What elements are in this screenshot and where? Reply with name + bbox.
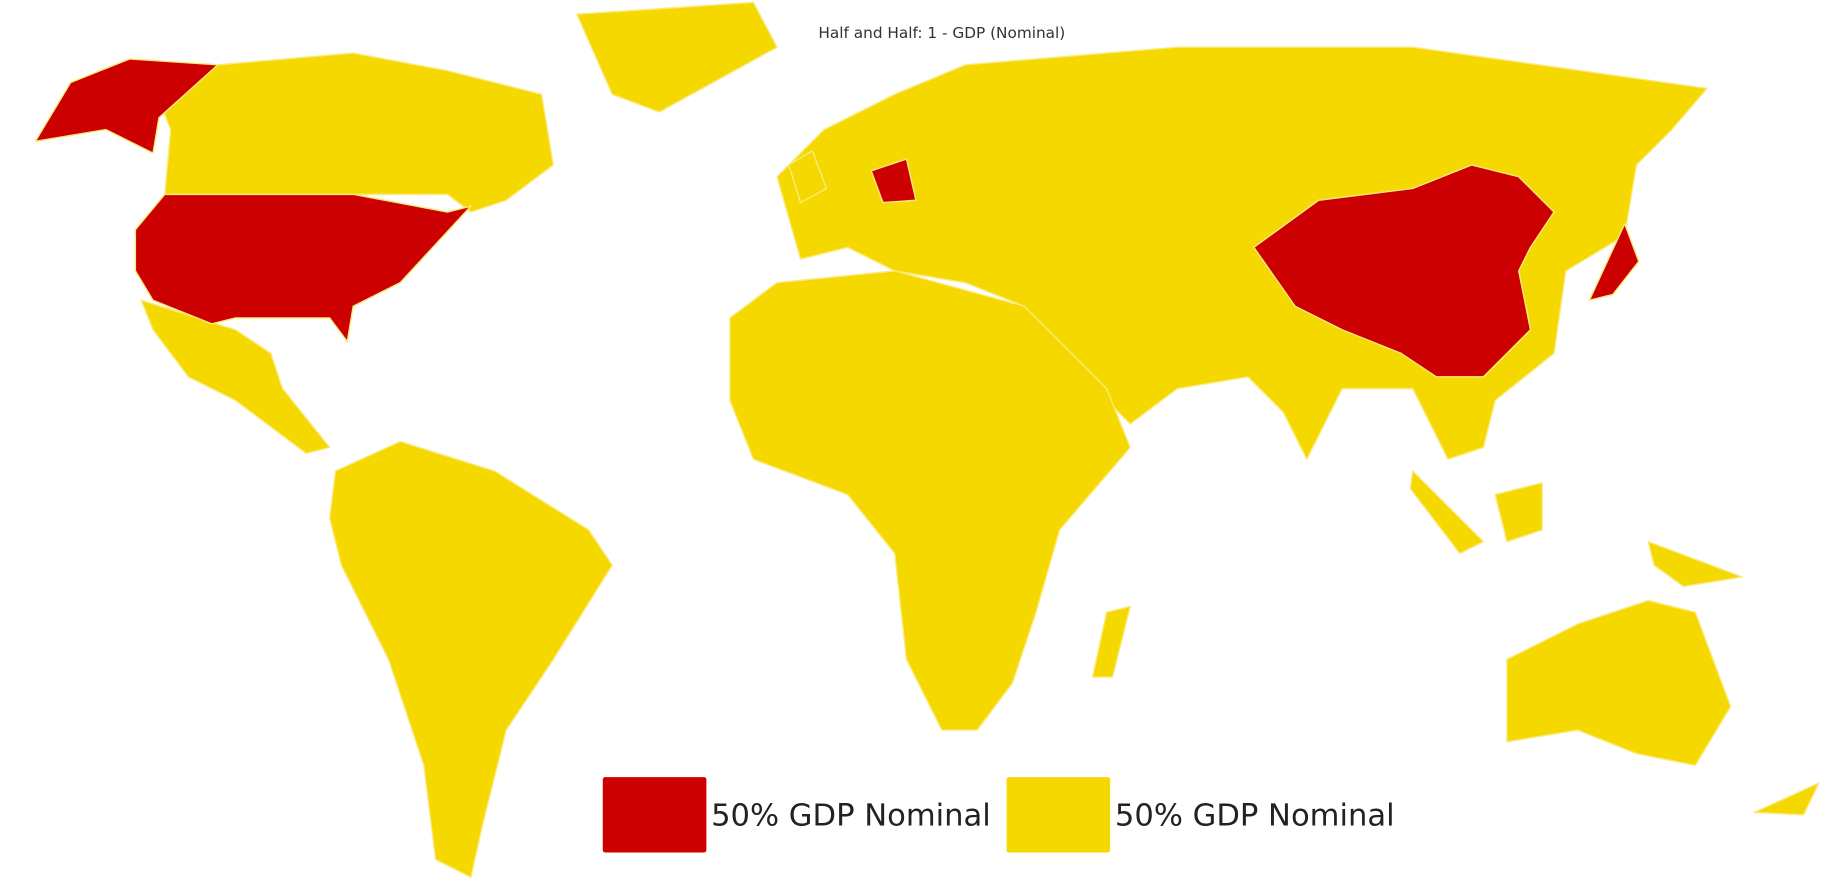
japan: [1588, 223, 1640, 302]
map-title: Half and Half: 1 - GDP (Nominal): [818, 24, 1065, 42]
legend-label: 50% GDP Nominal: [1115, 798, 1395, 833]
sumatra: [1409, 470, 1485, 555]
britain: [788, 150, 828, 204]
highlighted-countries: [34, 58, 1640, 378]
central-america: [140, 299, 331, 455]
legend-label: 50% GDP Nominal: [711, 798, 991, 833]
germany: [870, 158, 917, 204]
borneo: [1494, 482, 1543, 543]
usa: [134, 193, 472, 343]
legend: 50% GDP Nominal 50% GDP Nominal: [602, 777, 1395, 853]
new-guinea: [1647, 540, 1744, 588]
new-zealand: [1753, 782, 1820, 816]
legend-swatch: [602, 777, 707, 853]
greenland: [576, 1, 778, 113]
africa: [729, 270, 1131, 731]
south-america: [328, 440, 613, 878]
madagascar: [1091, 605, 1131, 678]
china: [1253, 164, 1555, 378]
legend-swatch: [1006, 777, 1111, 853]
canada: [158, 52, 555, 213]
australia: [1506, 599, 1732, 767]
alaska: [34, 58, 219, 154]
other-countries: [140, 1, 1820, 878]
